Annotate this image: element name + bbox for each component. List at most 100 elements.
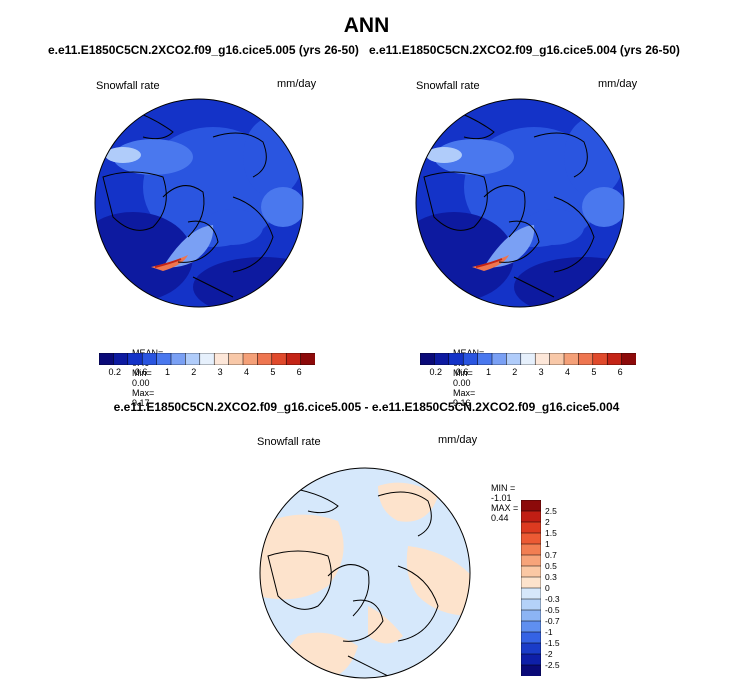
panel-1-colorbar-swatch [242, 353, 258, 365]
difference-max-value: 0.44 [491, 513, 509, 523]
difference-colorbar-tick-label: -0.7 [545, 615, 560, 626]
panel-1-colorbar-swatch [257, 353, 273, 365]
panel-1-colorbar-ticks: 0.2 0.6 1 2 3 4 5 6 [99, 367, 315, 379]
panel-2-max-label: Max= [453, 388, 476, 398]
panel-2-colorbar-swatch [520, 353, 536, 365]
season-title: ANN [343, 14, 390, 37]
panel-2-colorbar-swatch [491, 353, 507, 365]
difference-colorbar-tick-label: 0.5 [545, 560, 557, 571]
difference-variable-label: Snowfall rate [257, 436, 321, 448]
difference-colorbar-swatch [521, 664, 541, 676]
difference-colorbar-swatch [521, 653, 541, 666]
panel-1-max-label: Max= [132, 388, 155, 398]
difference-colorbar-tick-label: -2 [545, 648, 553, 659]
panel-2-colorbar-tick-label: 0.6 [455, 367, 469, 377]
panel-2-colorbar-tick-label: 0.2 [429, 367, 443, 377]
difference-min-label: MIN = [491, 483, 516, 493]
difference-colorbar-ticks: 2.5 2 1.5 1 0.7 0.5 0.3 0 -0.3 -0.5 -0.7 -1 -1.5 -2 -2… [545, 500, 585, 676]
panel-2-polar-map [415, 98, 625, 308]
difference-colorbar-tick-label: -1 [545, 626, 553, 637]
panel-2-colorbar-swatch [448, 353, 464, 365]
panel-1-colorbar-swatch [170, 353, 186, 365]
difference-units-label: mm/day [438, 434, 478, 446]
panel-1-colorbar-swatch [185, 353, 201, 365]
panel-1-colorbar-tick-label: 3 [217, 367, 223, 377]
panel-1-min-label: Min= [132, 368, 152, 378]
panel-1-colorbar-swatch [285, 353, 302, 365]
panel-2-colorbar-swatch [621, 353, 636, 365]
panel-2-colorbar-swatch [477, 353, 493, 365]
panel-1-colorbar-swatch [213, 353, 230, 365]
difference-colorbar-swatch [521, 631, 541, 644]
panel-1-colorbar-tick-label: 0.6 [134, 367, 148, 377]
difference-colorbar-swatch [521, 500, 541, 512]
difference-colorbar-tick-label: -1.5 [545, 637, 560, 648]
difference-colorbar-swatch [521, 565, 541, 578]
difference-colorbar-tick-label: 1.5 [545, 527, 557, 538]
panel-1-polar-map [94, 98, 304, 308]
panel-1-colorbar-swatch [271, 353, 287, 365]
difference-colorbar-swatch [521, 532, 541, 545]
difference-colorbar-tick-label: 1 [545, 538, 550, 549]
panel-2-max-value: 9.16 [453, 398, 471, 408]
panel-2-colorbar-tick-label: 2 [512, 367, 518, 377]
panel-1-case-title: e.e11.E1850C5CN.2XCO2.f09_g16.cice5.005 … [48, 43, 359, 57]
difference-colorbar-tick-label: 0.7 [545, 549, 557, 560]
difference-colorbar-swatch [521, 510, 541, 523]
panel-2-colorbar-ticks: 0.2 0.6 1 2 3 4 5 6 [420, 367, 636, 379]
panel-1-units-label: mm/day [277, 78, 317, 90]
panel-2-colorbar-swatch [606, 353, 623, 365]
panel-1-colorbar-swatch [141, 353, 158, 365]
panel-2-colorbar-tick-label: 5 [591, 367, 597, 377]
difference-colorbar-swatch [521, 521, 541, 534]
panel-2-case-title: e.e11.E1850C5CN.2XCO2.f09_g16.cice5.004 … [369, 43, 680, 57]
panel-1-colorbar-swatch [156, 353, 172, 365]
difference-colorbar-tick-label: -0.5 [545, 604, 560, 615]
panel-1-colorbar-swatch [228, 353, 244, 365]
panel-2-colorbar-swatch [420, 353, 435, 365]
panel-2-min-value: 0.00 [453, 378, 471, 388]
difference-colorbar-swatch [521, 609, 541, 622]
panel-1-colorbar-tick-label: 4 [243, 367, 250, 377]
difference-max-label: MAX = [491, 503, 519, 513]
panel-1-colorbar-tick-label: 5 [270, 367, 276, 377]
panel-2-colorbar-tick-label: 3 [538, 367, 544, 377]
panel-1-variable-label: Snowfall rate [96, 80, 160, 92]
difference-colorbar-swatch [521, 576, 541, 589]
difference-colorbar-swatch [521, 543, 541, 556]
panel-2-colorbar [420, 353, 636, 365]
difference-stats: MIN = -1.01 MAX = 0.44 [486, 473, 518, 523]
difference-colorbar [521, 500, 541, 676]
difference-colorbar-tick-label: 2.5 [545, 505, 557, 516]
panel-1-colorbar-tick-label: 6 [296, 367, 302, 377]
panel-1-colorbar-swatch [127, 353, 143, 365]
panel-2-units-label: mm/day [598, 78, 638, 90]
panel-1-colorbar-tick-label: 0.2 [108, 367, 122, 377]
panel-2-min-label: Min= [453, 368, 473, 378]
panel-2-colorbar-swatch [506, 353, 522, 365]
panel-1-colorbar-tick-label: 1 [164, 367, 171, 377]
difference-colorbar-tick-label: 0.3 [545, 571, 557, 582]
difference-colorbar-swatch [521, 642, 541, 655]
difference-colorbar-tick-label: 0 [545, 582, 550, 593]
panel-2-colorbar-swatch [549, 353, 565, 365]
difference-colorbar-tick-label: -2.5 [545, 659, 560, 670]
panel-2-colorbar-tick-label: 1 [485, 367, 492, 377]
panel-1-colorbar [99, 353, 315, 365]
panel-1-colorbar-swatch [199, 353, 215, 365]
difference-colorbar-tick-label: 2 [545, 516, 550, 527]
panel-1-colorbar-tick-label: 2 [191, 367, 197, 377]
panel-2-colorbar-swatch [462, 353, 479, 365]
panel-2-colorbar-swatch [434, 353, 450, 365]
difference-title: e.e11.E1850C5CN.2XCO2.f09_g16.cice5.005 … [113, 400, 620, 414]
difference-colorbar-swatch [521, 554, 541, 567]
panel-1-colorbar-swatch [300, 353, 315, 365]
panel-2-colorbar-swatch [534, 353, 551, 365]
panel-2-colorbar-swatch [563, 353, 579, 365]
difference-colorbar-swatch [521, 587, 541, 600]
panel-1-colorbar-swatch [99, 353, 114, 365]
panel-2-colorbar-tick-label: 4 [564, 367, 571, 377]
panel-2-colorbar-swatch [592, 353, 608, 365]
panel-1-colorbar-swatch [113, 353, 129, 365]
difference-polar-map [259, 467, 471, 679]
